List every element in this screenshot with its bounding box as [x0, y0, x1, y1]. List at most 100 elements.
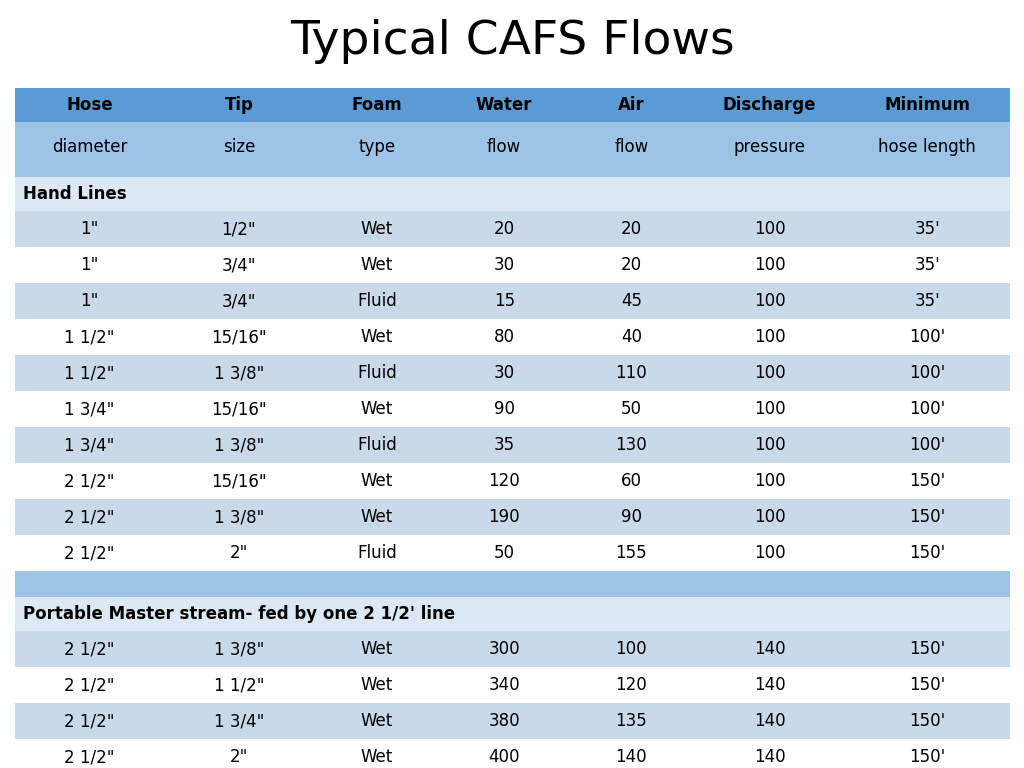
Text: Fluid: Fluid [357, 292, 397, 310]
Bar [695, 283, 844, 319]
Bar [440, 88, 567, 122]
Text: 1 3/8": 1 3/8" [214, 508, 264, 526]
Bar [15, 535, 164, 571]
Text: 130: 130 [615, 436, 647, 454]
Bar [164, 667, 313, 703]
Text: 100': 100' [909, 436, 945, 454]
Text: 3/4": 3/4" [221, 256, 256, 274]
Text: flow: flow [487, 137, 521, 155]
Text: 2 1/2": 2 1/2" [65, 508, 115, 526]
Bar [313, 463, 440, 499]
Text: 150': 150' [909, 544, 945, 562]
Text: 100: 100 [754, 400, 785, 418]
Bar [844, 122, 1010, 177]
Text: 150': 150' [909, 676, 945, 694]
Text: 2": 2" [229, 544, 248, 562]
Bar [567, 319, 695, 355]
Bar [695, 667, 844, 703]
Bar [313, 667, 440, 703]
Text: 2 1/2": 2 1/2" [65, 544, 115, 562]
Text: 1 3/8": 1 3/8" [214, 436, 264, 454]
Bar [695, 463, 844, 499]
Bar [164, 703, 313, 739]
Bar [164, 283, 313, 319]
Text: Wet: Wet [360, 472, 393, 490]
Bar [844, 283, 1010, 319]
Text: 60: 60 [621, 472, 642, 490]
Bar [313, 247, 440, 283]
Text: 150': 150' [909, 748, 945, 766]
Bar [15, 319, 164, 355]
Bar [695, 427, 844, 463]
Bar [844, 535, 1010, 571]
Bar [15, 88, 164, 122]
Text: 100': 100' [909, 400, 945, 418]
Text: Minimum: Minimum [884, 96, 970, 114]
Text: 1 3/4": 1 3/4" [214, 712, 264, 730]
Bar [695, 631, 844, 667]
Text: Wet: Wet [360, 748, 393, 766]
Bar [695, 739, 844, 768]
Bar [440, 391, 567, 427]
Bar [440, 739, 567, 768]
Text: 90: 90 [494, 400, 515, 418]
Bar [440, 427, 567, 463]
Text: pressure: pressure [733, 137, 806, 155]
Bar [15, 355, 164, 391]
Text: 15/16": 15/16" [211, 472, 266, 490]
Text: Fluid: Fluid [357, 364, 397, 382]
Text: 35: 35 [494, 436, 515, 454]
Text: Wet: Wet [360, 328, 393, 346]
Bar [440, 703, 567, 739]
Bar [313, 122, 440, 177]
Text: 35': 35' [914, 292, 940, 310]
Bar [567, 247, 695, 283]
Bar [567, 499, 695, 535]
Bar [15, 391, 164, 427]
Bar [15, 571, 1010, 597]
Bar [164, 739, 313, 768]
Bar [313, 535, 440, 571]
Text: 135: 135 [615, 712, 647, 730]
Text: 15/16": 15/16" [211, 400, 266, 418]
Bar [440, 499, 567, 535]
Bar [313, 739, 440, 768]
Bar [313, 319, 440, 355]
Bar [15, 427, 164, 463]
Bar [313, 88, 440, 122]
Text: 150': 150' [909, 712, 945, 730]
Text: 1 1/2": 1 1/2" [214, 676, 264, 694]
Text: 3/4": 3/4" [221, 292, 256, 310]
Bar [313, 703, 440, 739]
Text: flow: flow [614, 137, 648, 155]
Text: 1": 1" [81, 292, 98, 310]
Bar [844, 355, 1010, 391]
Text: 400: 400 [488, 748, 520, 766]
Text: 100: 100 [754, 364, 785, 382]
Text: 100: 100 [754, 328, 785, 346]
Bar [844, 211, 1010, 247]
Bar [440, 535, 567, 571]
Text: 35': 35' [914, 220, 940, 238]
Text: 20: 20 [621, 220, 642, 238]
Text: 100: 100 [754, 256, 785, 274]
Bar [440, 667, 567, 703]
Bar [15, 739, 164, 768]
Bar [313, 499, 440, 535]
Bar [15, 597, 1010, 631]
Text: 140: 140 [754, 640, 785, 658]
Text: 35': 35' [914, 256, 940, 274]
Bar [440, 319, 567, 355]
Text: 120: 120 [488, 472, 520, 490]
Bar [313, 391, 440, 427]
Bar [164, 463, 313, 499]
Text: Water: Water [476, 96, 532, 114]
Text: 100: 100 [754, 292, 785, 310]
Bar [567, 391, 695, 427]
Text: 100': 100' [909, 328, 945, 346]
Text: Air: Air [617, 96, 645, 114]
Bar [440, 247, 567, 283]
Text: Wet: Wet [360, 400, 393, 418]
Bar [440, 283, 567, 319]
Bar [695, 391, 844, 427]
